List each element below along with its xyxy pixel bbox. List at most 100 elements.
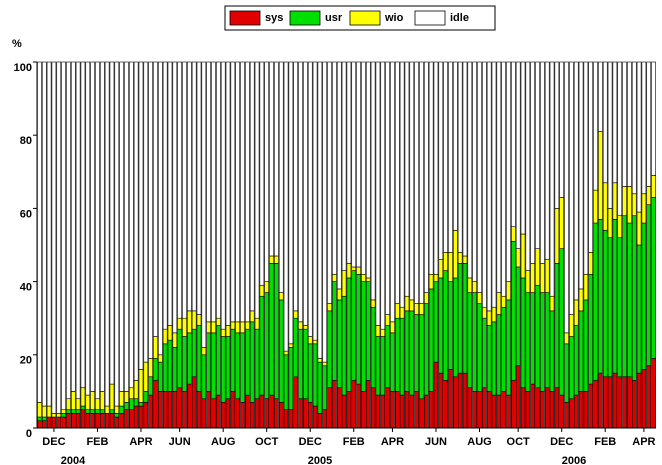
bar-segment	[419, 303, 424, 315]
bar-segment	[631, 215, 637, 381]
bar-segment	[56, 416, 62, 429]
bar-segment	[486, 391, 492, 429]
y-unit-label: %	[12, 38, 22, 50]
bar-segment	[274, 398, 279, 429]
bar-segment	[240, 321, 245, 334]
bar-segment	[143, 391, 149, 403]
bar-segment	[438, 277, 444, 374]
bar-segment	[80, 387, 86, 407]
year-label: 2005	[308, 455, 332, 465]
bar-segment	[99, 61, 105, 392]
bar-segment	[617, 237, 623, 378]
bar-segment	[636, 244, 642, 374]
bar-segment	[506, 61, 511, 282]
bar-segment	[114, 416, 120, 429]
bar-segment	[554, 387, 560, 429]
bar-segment	[312, 343, 318, 407]
bar-segment	[283, 354, 289, 410]
bar-segment	[341, 394, 347, 429]
bar-segment	[206, 391, 211, 429]
bar-segment	[143, 361, 149, 392]
bar-segment	[627, 222, 632, 378]
bar-segment	[607, 61, 613, 209]
bar-segment	[448, 252, 453, 282]
y-tick-label: 0	[26, 428, 32, 440]
bar-segment	[511, 61, 516, 227]
bar-segment	[109, 413, 115, 429]
bar-segment	[37, 420, 42, 429]
bar-segment	[569, 314, 574, 337]
bar-segment	[370, 61, 376, 301]
bar-segment	[182, 391, 187, 429]
bar-segment	[153, 358, 158, 381]
bar-segment	[631, 61, 637, 195]
bar-segment	[317, 413, 323, 429]
bar-segment	[303, 61, 308, 326]
bar-segment	[598, 219, 603, 374]
bar-segment	[394, 61, 400, 304]
bar-segment	[269, 262, 274, 396]
bar-segment	[172, 61, 178, 334]
bar-segment	[95, 61, 100, 400]
bar-segment	[201, 61, 207, 348]
bar-segment	[109, 383, 115, 410]
bar-segment	[588, 61, 594, 253]
bar-segment	[336, 299, 342, 389]
bar-segment	[443, 61, 448, 253]
bar-segment	[114, 61, 120, 407]
year-label: 2004	[61, 455, 86, 465]
x-tick-label: APR	[129, 436, 152, 448]
bar-segment	[423, 394, 429, 429]
bar-segment	[269, 255, 274, 264]
bar-segment	[607, 376, 613, 429]
bar-segment	[404, 310, 410, 392]
bar-segment	[593, 380, 598, 429]
bar-segment	[559, 197, 565, 249]
bar-segment	[187, 383, 192, 429]
bar-segment	[598, 131, 603, 220]
bar-segment	[191, 328, 197, 378]
bar-segment	[540, 262, 545, 293]
bar-segment	[46, 61, 52, 407]
bar-segment	[399, 317, 405, 396]
bar-segment	[128, 61, 134, 389]
bar-segment	[259, 394, 265, 429]
bar-segment	[602, 376, 608, 429]
bar-segment	[85, 61, 91, 396]
bar-segment	[356, 266, 361, 275]
bar-segment	[104, 405, 110, 414]
bar-segment	[235, 398, 241, 429]
bar-segment	[128, 387, 134, 400]
bar-segment	[225, 336, 231, 400]
bar-segment	[245, 328, 250, 396]
bar-segment	[631, 380, 637, 429]
bar-segment	[220, 402, 226, 429]
bar-segment	[520, 233, 526, 279]
bar-segment	[607, 237, 613, 378]
bar-segment	[641, 61, 647, 195]
bar-segment	[157, 61, 163, 356]
bar-segment	[433, 61, 439, 275]
bar-segment	[414, 314, 419, 392]
bar-segment	[448, 369, 453, 429]
bar-segment	[148, 358, 153, 378]
bar-segment	[288, 343, 294, 348]
bar-segment	[361, 281, 366, 392]
bar-segment	[119, 61, 124, 392]
bar-segment	[612, 372, 618, 429]
bar-segment	[554, 61, 560, 209]
bar-segment	[95, 409, 100, 414]
bar-segment	[419, 398, 424, 429]
bar-segment	[269, 394, 274, 429]
bar-segment	[95, 398, 100, 411]
bar-segment	[216, 394, 221, 429]
bar-segment	[51, 416, 57, 429]
bar-segment	[559, 394, 565, 429]
bar-segment	[457, 262, 463, 374]
x-tick-label: OCT	[507, 436, 531, 448]
bar-segment	[549, 61, 555, 297]
bar-segment	[249, 61, 255, 312]
bar-segment	[569, 398, 574, 429]
bar-segment	[182, 61, 187, 319]
